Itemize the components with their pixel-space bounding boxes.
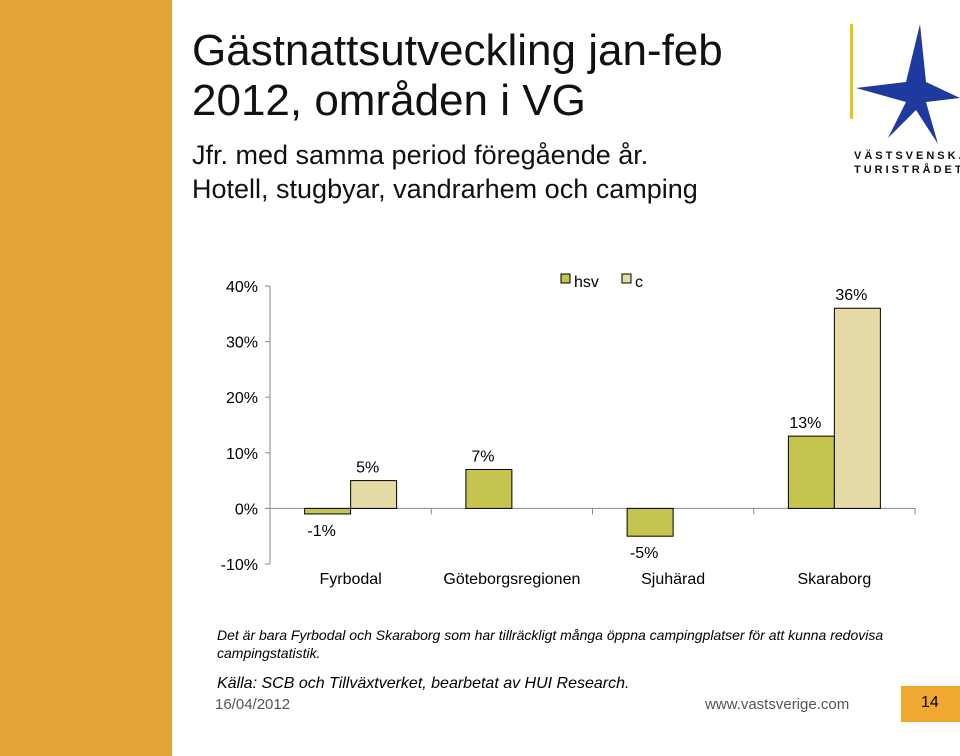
vastsvenska-turistradet-logo <box>850 24 960 144</box>
data-label: 13% <box>789 415 821 432</box>
legend-label: c <box>635 274 643 291</box>
page-title: Gästnattsutveckling jan-feb 2012, område… <box>192 26 723 126</box>
subtitle: Jfr. med samma period föregående år. Hot… <box>192 138 832 206</box>
y-tick-label: 20% <box>226 390 258 407</box>
page-number-box <box>901 686 960 722</box>
bar-hsv <box>626 507 674 537</box>
y-tick-label: 30% <box>226 335 258 352</box>
bar-hsv <box>465 468 513 509</box>
y-tick-label: -10% <box>221 557 258 574</box>
bar-c <box>350 480 398 509</box>
data-label: -5% <box>630 545 658 562</box>
title-line-2: 2012, områden i VG <box>192 76 586 125</box>
logo-text-line-2: TURISTRÅDET <box>854 164 960 176</box>
subtitle-line-2: Hotell, stugbyar, vandrarhem och camping <box>192 174 698 204</box>
source-text: Källa: SCB och Tillväxtverket, bearbetat… <box>217 675 630 692</box>
legend-swatch <box>560 273 571 284</box>
category-label: Göteborgsregionen <box>443 571 580 588</box>
category-label: Sjuhärad <box>641 571 705 588</box>
y-tick-label: 40% <box>226 279 258 296</box>
bar-hsv <box>304 507 352 515</box>
bar-hsv <box>787 435 835 509</box>
title-line-1: Gästnattsutveckling jan-feb <box>192 26 723 75</box>
chart-note: Det är bara Fyrbodal och Skaraborg som h… <box>217 627 884 661</box>
data-label: 5% <box>356 460 379 477</box>
logo-yellow-bar <box>850 24 853 119</box>
website-url: www.vastsverige.com <box>705 696 850 713</box>
category-label: Fyrbodal <box>320 571 382 588</box>
category-label: Skaraborg <box>797 571 871 588</box>
bar-c <box>833 307 881 509</box>
page-number: 14 <box>921 694 939 711</box>
legend-label: hsv <box>574 274 599 291</box>
data-label: 7% <box>471 448 494 465</box>
legend-swatch <box>621 273 632 284</box>
y-tick-label: 0% <box>235 501 258 518</box>
data-label: 36% <box>835 287 867 304</box>
logo-text-line-1: VÄSTSVENSKA <box>854 150 960 162</box>
slide-date: 16/04/2012 <box>215 696 291 713</box>
subtitle-line-1: Jfr. med samma period föregående år. <box>192 140 649 170</box>
y-tick-label: 10% <box>226 446 258 463</box>
logo-star-icon <box>856 24 960 144</box>
data-label: -1% <box>307 523 335 540</box>
accent-sidebar <box>0 0 172 756</box>
